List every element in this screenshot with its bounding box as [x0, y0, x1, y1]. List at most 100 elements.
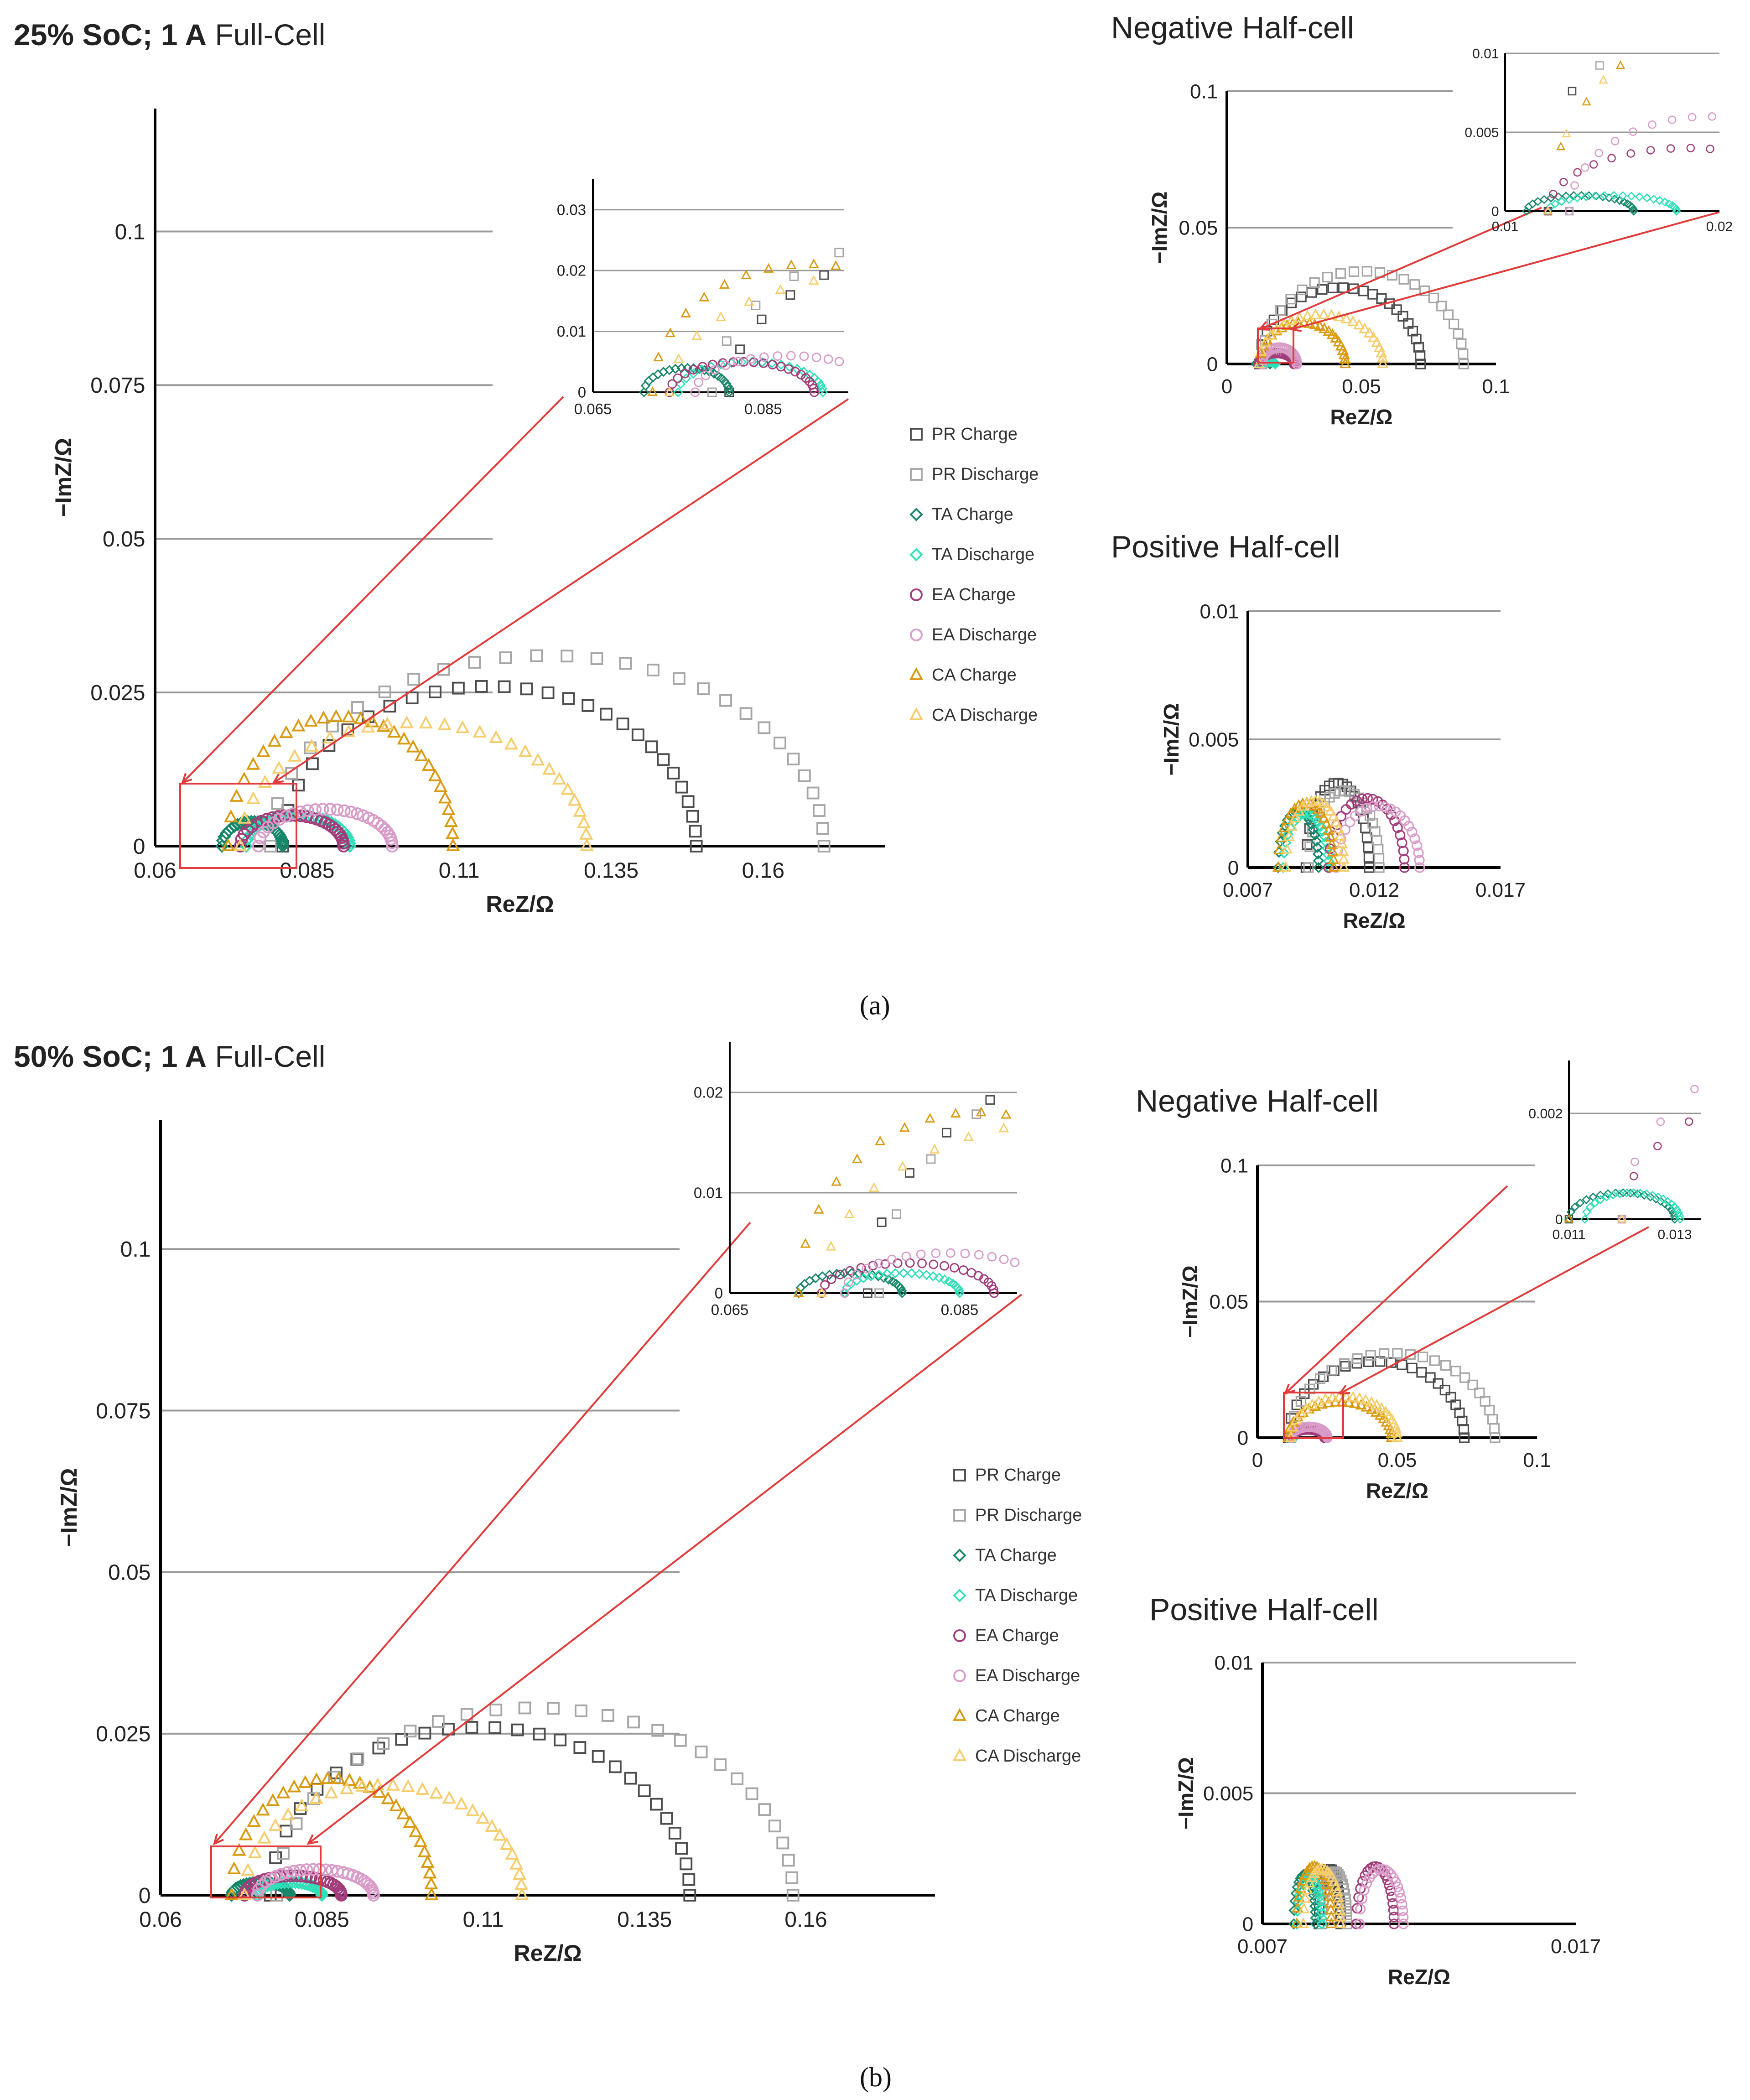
data-point — [1355, 1903, 1366, 1914]
data-point — [1293, 805, 1305, 816]
data-point — [294, 1864, 307, 1877]
data-point — [808, 275, 819, 285]
data-point — [673, 387, 683, 398]
data-point — [518, 1701, 531, 1715]
data-point — [247, 1814, 261, 1827]
data-point — [987, 1252, 997, 1262]
data-point — [232, 1843, 246, 1856]
data-point — [424, 1876, 438, 1890]
data-point — [343, 1773, 357, 1786]
data-point — [372, 1741, 385, 1755]
data-point — [1631, 1157, 1639, 1166]
data-point — [940, 1261, 950, 1271]
data-point — [275, 835, 289, 848]
data-point — [844, 1277, 853, 1287]
data-point — [890, 1268, 901, 1279]
series-ca-discharge — [233, 715, 594, 851]
legend-label: EA Charge — [975, 1626, 1059, 1645]
data-point — [1489, 1423, 1500, 1434]
data-point — [275, 1868, 288, 1881]
zoom-arrowhead — [272, 774, 284, 784]
data-point — [934, 1273, 945, 1283]
series-ca-charge — [1272, 797, 1340, 872]
data-point — [1360, 1393, 1372, 1405]
y-axis-title: −ImZ/Ω — [1148, 192, 1171, 264]
data-point — [1609, 1190, 1618, 1200]
data-point — [1539, 195, 1549, 204]
zoom-arrowhead — [1289, 322, 1302, 332]
data-point — [1546, 193, 1556, 203]
data-point — [1562, 129, 1571, 138]
data-point — [1459, 1372, 1470, 1383]
series-ca-discharge — [1543, 75, 1608, 215]
legend-marker — [909, 707, 924, 720]
legend-marker — [953, 1509, 966, 1522]
data-point — [419, 715, 433, 729]
data-point — [1584, 191, 1594, 200]
data-point — [1565, 207, 1574, 216]
y-tick-label: 0.05 — [103, 527, 145, 551]
data-point — [668, 1827, 681, 1840]
data-point — [719, 694, 732, 707]
data-point — [332, 1771, 346, 1784]
data-point — [1411, 333, 1422, 344]
data-point — [998, 1123, 1009, 1133]
data-point — [1319, 322, 1330, 333]
data-point — [280, 1825, 293, 1838]
data-point — [1290, 1414, 1302, 1424]
zoom-callout — [1283, 1185, 1649, 1439]
data-point — [493, 1828, 507, 1841]
data-point — [1428, 292, 1439, 303]
data-point — [224, 1887, 239, 1900]
data-point — [714, 1758, 727, 1771]
data-point — [1626, 1188, 1635, 1198]
legend-marker-icon — [949, 1747, 971, 1765]
y-axis-title: −ImZ/Ω — [1174, 1757, 1198, 1830]
data-point — [387, 724, 401, 738]
data-point — [681, 795, 695, 808]
data-point — [1635, 192, 1644, 202]
data-point — [271, 797, 284, 810]
data-point — [407, 673, 421, 686]
a-neg-title: Negative Half-cell — [1111, 10, 1354, 45]
data-point — [917, 1258, 927, 1268]
data-point — [1648, 1190, 1657, 1200]
data-point — [1467, 1379, 1478, 1390]
data-point — [1293, 1891, 1305, 1902]
data-point — [1291, 359, 1302, 369]
data-point — [1347, 1391, 1359, 1402]
zoom-arrow — [1340, 1226, 1649, 1394]
data-point — [575, 1704, 587, 1717]
data-point — [561, 782, 575, 795]
zoom-arrow — [1291, 211, 1720, 330]
x-tick-label: 0.065 — [711, 1301, 749, 1318]
data-point — [1314, 1891, 1325, 1902]
data-point — [1367, 794, 1378, 805]
data-point — [1278, 847, 1290, 859]
data-point — [954, 1288, 965, 1299]
data-point — [1660, 198, 1670, 207]
data-point — [1373, 800, 1385, 811]
legend-marker-icon — [905, 706, 927, 724]
data-point — [1315, 807, 1327, 818]
data-point — [1340, 1894, 1351, 1905]
data-point — [1415, 359, 1426, 369]
data-point — [1306, 1880, 1318, 1892]
data-point — [673, 373, 683, 383]
legend-marker — [910, 588, 923, 601]
data-point — [1686, 144, 1695, 152]
data-point — [1285, 294, 1296, 305]
data-point — [1580, 1215, 1589, 1224]
data-point — [1313, 862, 1324, 873]
data-point — [601, 1709, 614, 1722]
data-point — [309, 1791, 323, 1804]
data-point — [279, 725, 293, 738]
data-point — [582, 699, 595, 712]
data-point — [1439, 1384, 1450, 1396]
y-tick-label: 0.1 — [1220, 1154, 1248, 1177]
legend-label: PR Charge — [975, 1465, 1061, 1485]
legend-item-ca-discharge: CA Discharge — [949, 1736, 1082, 1776]
chart-a-pos: 0 0.005 0.01 0.007 0.012 0.017 ReZ/Ω −ImZ/Ω — [1159, 600, 1526, 932]
data-point — [1675, 1211, 1684, 1221]
data-point — [1615, 1189, 1625, 1198]
